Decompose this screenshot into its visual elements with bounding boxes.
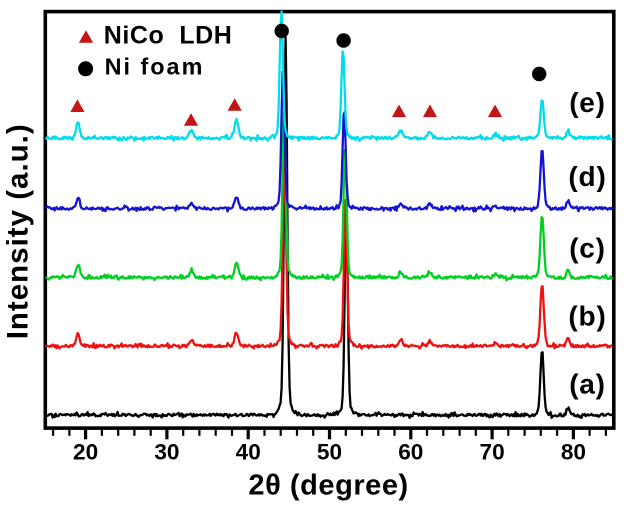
svg-text:Intensity (a.u.): Intensity (a.u.)	[2, 123, 35, 339]
svg-text:(a): (a)	[569, 369, 606, 400]
svg-text:(d): (d)	[568, 161, 606, 192]
svg-text:(b): (b)	[568, 301, 606, 332]
svg-text:30: 30	[154, 440, 179, 465]
svg-text:40: 40	[236, 440, 261, 465]
svg-text:(c): (c)	[569, 233, 606, 264]
svg-text:80: 80	[561, 440, 586, 465]
svg-text:(e): (e)	[569, 87, 606, 118]
svg-text:Ni foam: Ni foam	[105, 54, 205, 80]
svg-text:20: 20	[73, 440, 98, 465]
svg-text:2θ (degree): 2θ (degree)	[248, 470, 408, 502]
svg-text:NiCo LDH: NiCo LDH	[104, 22, 233, 50]
svg-text:60: 60	[398, 440, 423, 465]
svg-text:70: 70	[480, 440, 505, 465]
svg-text:50: 50	[317, 440, 342, 465]
